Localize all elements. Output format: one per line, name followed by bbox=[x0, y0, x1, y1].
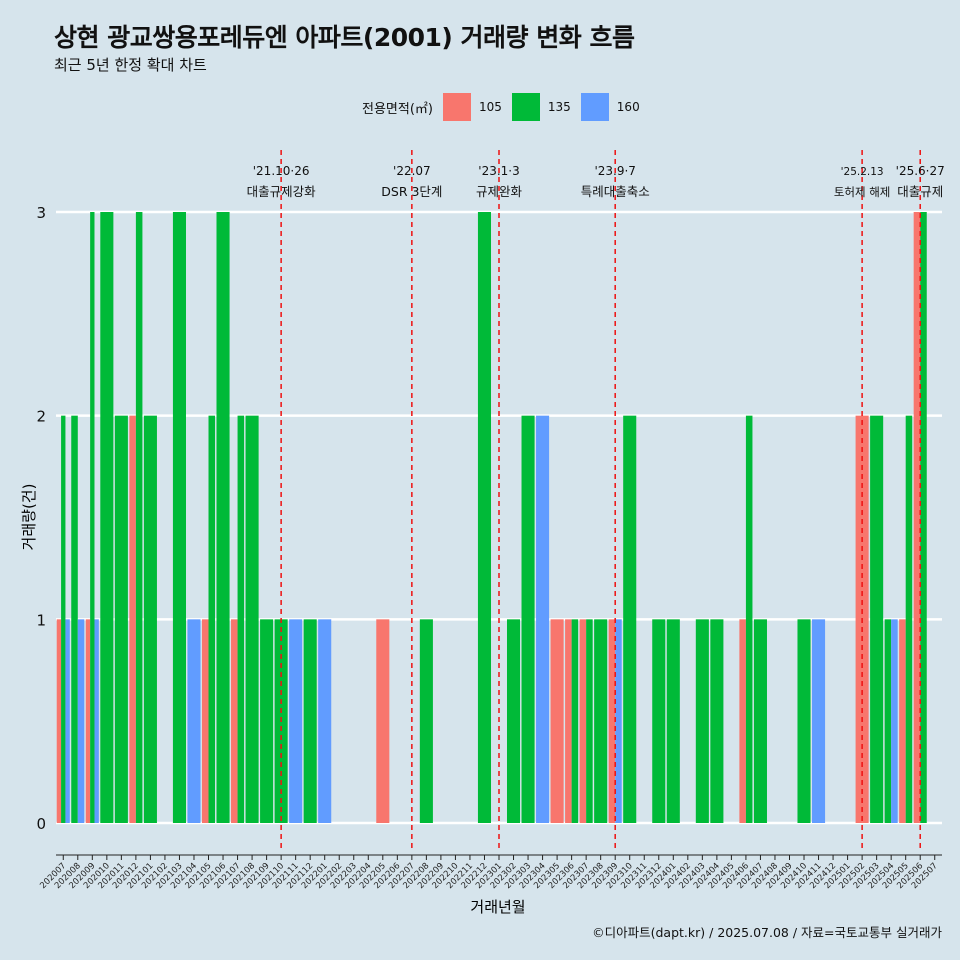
y-tick-label: 3 bbox=[36, 204, 46, 222]
bar-135 bbox=[208, 415, 216, 823]
x-axis-label: 거래년월 bbox=[470, 898, 525, 916]
bar-105 bbox=[129, 415, 136, 823]
bar-105 bbox=[899, 619, 906, 823]
annotation-date: '23.9·7 bbox=[594, 164, 635, 178]
bar-135 bbox=[216, 212, 230, 823]
bar-135 bbox=[303, 619, 317, 823]
bar-160 bbox=[318, 619, 332, 823]
bar-135 bbox=[71, 415, 78, 823]
y-tick-label: 1 bbox=[36, 611, 46, 629]
bar-105 bbox=[376, 619, 390, 823]
legend-swatch-105 bbox=[442, 93, 471, 121]
bar-135 bbox=[419, 619, 433, 823]
caption: ©디아파트(dapt.kr) / 2025.07.08 / 자료=국토교통부 실… bbox=[592, 925, 942, 940]
bars bbox=[56, 212, 927, 823]
annotation-date: '21.10·26 bbox=[253, 164, 310, 178]
bar-105 bbox=[739, 619, 746, 823]
legend-label-105: 105 bbox=[478, 100, 502, 114]
bar-135 bbox=[884, 619, 892, 823]
bar-160 bbox=[65, 619, 70, 823]
annotations: '21.10·26 대출규제강화 '22.07 DSR 3단계 '23.1·3 규제완화 '… bbox=[247, 150, 945, 848]
bar-105 bbox=[231, 619, 238, 823]
bar-160 bbox=[94, 619, 99, 823]
legend-item-135: 135 bbox=[511, 93, 571, 121]
chart-title: 상현 광교쌍용포레듀엔 아파트(2001) 거래량 변화 흐름 bbox=[54, 23, 635, 52]
bar-135 bbox=[521, 415, 535, 823]
annotation-date: '23.1·3 bbox=[478, 164, 519, 178]
bar-135 bbox=[571, 619, 579, 823]
chart-subtitle: 최근 5년 한정 확대 차트 bbox=[54, 56, 207, 74]
annotation-label: 규제완화 bbox=[476, 184, 523, 199]
bar-105 bbox=[85, 619, 91, 823]
y-axis-label: 거래량(건) bbox=[20, 484, 38, 551]
bar-135 bbox=[920, 212, 927, 823]
bar-160 bbox=[289, 619, 303, 823]
annotation-date: '25.6·27 bbox=[896, 164, 945, 178]
bar-135 bbox=[905, 415, 913, 823]
bar-160 bbox=[536, 415, 550, 823]
bar-135 bbox=[710, 619, 724, 823]
bar-135 bbox=[90, 212, 95, 823]
bar-135 bbox=[143, 415, 157, 823]
bar-160 bbox=[891, 619, 898, 823]
bar-135 bbox=[797, 619, 811, 823]
bar-105 bbox=[56, 619, 62, 823]
bar-135 bbox=[745, 415, 753, 823]
bar-105 bbox=[579, 619, 587, 823]
legend-swatch-160 bbox=[580, 93, 609, 121]
bar-135 bbox=[135, 212, 143, 823]
legend-item-105: 105 bbox=[442, 93, 502, 121]
bar-135 bbox=[114, 415, 128, 823]
legend-label-160: 160 bbox=[616, 100, 640, 114]
y-tick-label: 0 bbox=[36, 815, 46, 833]
bar-135 bbox=[172, 212, 186, 823]
bar-135 bbox=[695, 619, 709, 823]
x-axis: 2020072020082020092020102020112020122021… bbox=[38, 854, 942, 891]
bar-135 bbox=[594, 619, 608, 823]
bar-105 bbox=[550, 619, 564, 823]
bar-135 bbox=[245, 415, 259, 823]
bar-135 bbox=[477, 212, 492, 823]
bar-135 bbox=[586, 619, 593, 823]
annotation-label: 토허제 해제 bbox=[834, 185, 891, 199]
bar-135 bbox=[61, 415, 66, 823]
bar-105 bbox=[913, 212, 921, 823]
bar-160 bbox=[615, 619, 622, 823]
y-tick-label: 2 bbox=[36, 408, 46, 426]
legend: 전용면적(㎡) 105 135 160 bbox=[362, 93, 650, 121]
bar-135 bbox=[623, 415, 637, 823]
annotation-date: '22.07 bbox=[393, 164, 431, 178]
legend-swatch-135 bbox=[511, 93, 540, 121]
bar-135 bbox=[260, 619, 274, 823]
bar-135 bbox=[666, 619, 680, 823]
bar-135 bbox=[753, 619, 767, 823]
legend-item-160: 160 bbox=[580, 93, 640, 121]
legend-title: 전용면적(㎡) bbox=[362, 101, 433, 117]
annotation-date: '25.2.13 bbox=[841, 166, 884, 178]
bar-135 bbox=[870, 415, 884, 823]
bar-160 bbox=[812, 619, 826, 823]
bar-160 bbox=[187, 619, 201, 823]
bar-135 bbox=[237, 415, 245, 823]
legend-label-135: 135 bbox=[547, 100, 571, 114]
bar-135 bbox=[100, 212, 114, 823]
bar-105 bbox=[201, 619, 209, 823]
annotation-label: 특례대출축소 bbox=[581, 184, 650, 199]
bar-135 bbox=[506, 619, 521, 823]
y-axis: 0 1 2 3 bbox=[36, 204, 46, 833]
bar-105 bbox=[565, 619, 572, 823]
annotation-label: DSR 3단계 bbox=[381, 184, 442, 199]
bar-160 bbox=[77, 619, 85, 823]
bar-105 bbox=[608, 619, 616, 823]
annotation-label: 대출규제 bbox=[897, 184, 943, 199]
bar-135 bbox=[652, 619, 666, 823]
annotation-label: 대출규제강화 bbox=[247, 184, 317, 199]
